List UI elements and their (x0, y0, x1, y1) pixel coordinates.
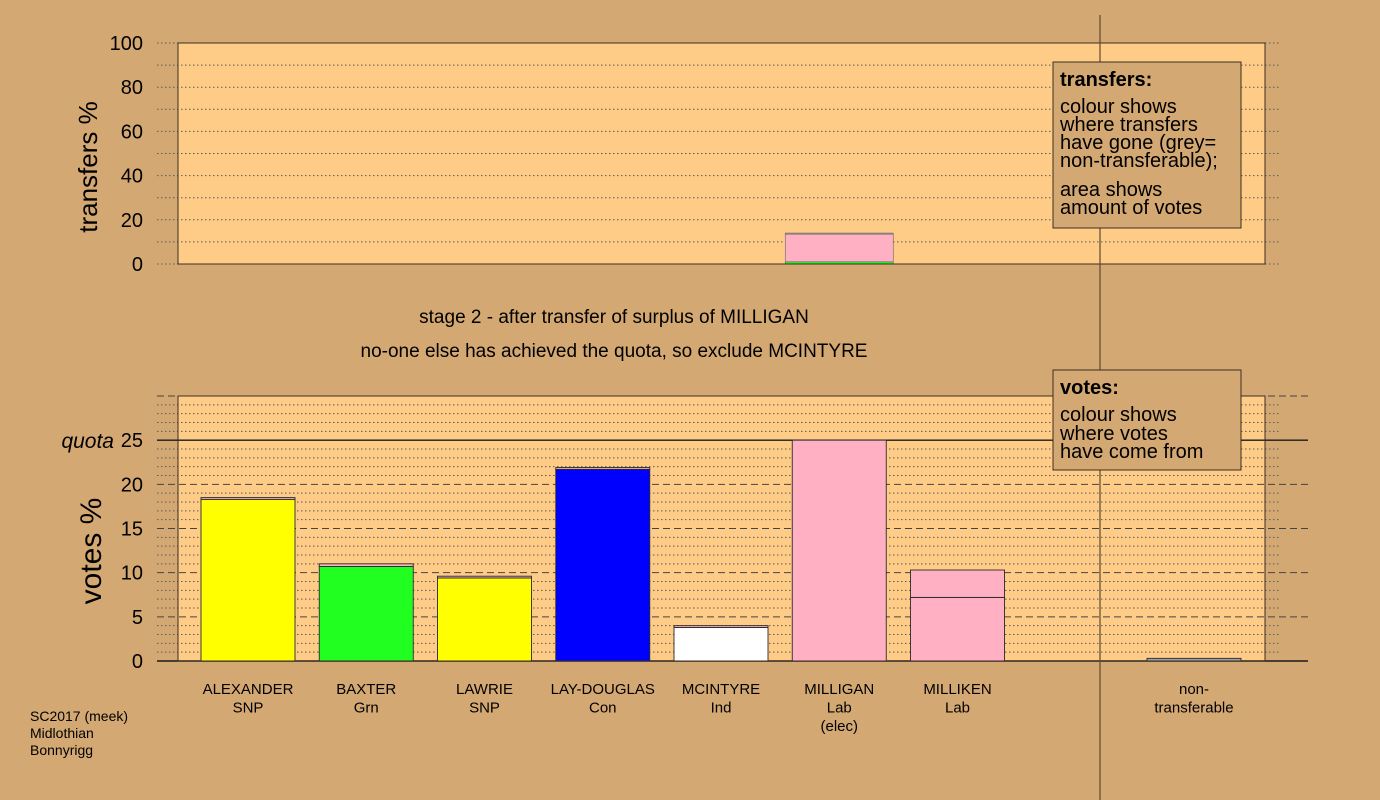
candidate-detail-label: SNP (233, 700, 264, 717)
transfers-legend-line: non-transferable); (1060, 150, 1218, 172)
vote-segment (318, 563, 414, 567)
footer-ward: Bonnyrigg (30, 742, 93, 758)
candidate-name-label: MILLIGAN (804, 681, 874, 698)
candidate-bar (318, 563, 414, 662)
candidate-bar (437, 575, 532, 662)
stage-note: no-one else has achieved the quota, so e… (361, 341, 868, 362)
transfers-legend-line: amount of votes (1060, 197, 1202, 219)
vote-segment (791, 439, 887, 662)
candidate-name-label: LAY-DOUGLAS (551, 681, 655, 698)
votes-y-tick-label: 15 (121, 519, 143, 541)
vote-segment (910, 596, 1005, 662)
transfers-y-tick-label: 40 (121, 166, 143, 188)
transfers-legend-line: where transfers (1059, 114, 1198, 136)
candidate-bar (200, 497, 296, 662)
candidate-detail-label: Lab (827, 700, 852, 717)
footer-election: SC2017 (meek) (30, 708, 128, 724)
candidate-name-label: non- (1179, 681, 1209, 698)
candidate-bar (555, 467, 651, 662)
candidate-name-label: BAXTER (336, 681, 396, 698)
votes-legend-line: where votes (1059, 423, 1168, 445)
candidate-labels: ALEXANDER SNP BAXTER Grn LAWRIE SNP LAY-DOUGLA… (203, 681, 1234, 735)
votes-legend-line: have come from (1060, 441, 1203, 463)
candidate-detail-label: transferable (1154, 700, 1233, 717)
transfers-bars (784, 232, 894, 265)
transfers-y-tick-label: 80 (121, 77, 143, 99)
vote-segment (555, 468, 651, 662)
candidate-detail-label: (elec) (820, 718, 858, 735)
vote-segment (200, 498, 296, 662)
candidate-name-label: MILLIKEN (923, 681, 991, 698)
vote-segment (673, 626, 769, 662)
votes-y-tick-label: 0 (132, 651, 143, 673)
footer-council: Midlothian (30, 725, 94, 741)
vote-segment (200, 497, 296, 500)
votes-legend-title: votes: (1060, 377, 1119, 399)
candidate-name-label: ALEXANDER (203, 681, 294, 698)
votes-legend-line: colour shows (1060, 404, 1177, 426)
footer-info: SC2017 (meek) Midlothian Bonnyrigg (30, 708, 128, 758)
quota-label: quota (61, 430, 114, 453)
transfers-legend-line: area shows (1060, 179, 1162, 201)
transfers-y-tick-label: 60 (121, 121, 143, 143)
candidate-detail-label: Con (589, 700, 617, 717)
votes-plot-frame (177, 395, 1266, 662)
stage-title: stage 2 - after transfer of surplus of M… (419, 307, 809, 328)
transfers-plot-frame (177, 42, 1266, 265)
votes-y-tick-label: 20 (121, 474, 143, 496)
transfers-y-tick-label: 20 (121, 210, 143, 232)
vote-segment (437, 575, 532, 579)
transfers-y-tick-label: 0 (132, 254, 143, 276)
candidate-bar (791, 439, 887, 662)
vote-segment (318, 566, 414, 662)
votes-y-tick-label: 5 (132, 607, 143, 629)
transfers-legend-box (1052, 61, 1242, 229)
candidate-bar (910, 569, 1005, 662)
vote-segment (555, 467, 651, 470)
votes-legend: votes: colour shows where votes have com… (1052, 369, 1242, 471)
candidate-detail-label: SNP (469, 700, 500, 717)
transfer-segment (784, 232, 894, 235)
votes-bars (200, 439, 1242, 662)
candidate-detail-label: Grn (354, 700, 379, 717)
candidate-name-label: MCINTYRE (682, 681, 760, 698)
transfers-axis-title: transfers % (73, 101, 103, 233)
votes-y-ticks: 0 5 10 15 20 25 (121, 430, 143, 673)
candidate-detail-label: Lab (945, 700, 970, 717)
vote-segment (437, 577, 532, 662)
votes-axis-title: votes % (75, 498, 108, 605)
candidate-bar (673, 625, 769, 662)
vote-segment (673, 625, 769, 628)
transfers-y-tick-label: 100 (110, 33, 143, 55)
transfers-legend-title: transfers: (1060, 69, 1152, 91)
transfers-legend: transfers: colour shows where transfers … (1052, 61, 1242, 229)
votes-y-tick-label: 10 (121, 563, 143, 585)
votes-y-tick-label: 25 (121, 430, 143, 452)
transfers-legend-line: have gone (grey= (1060, 132, 1216, 154)
votes-legend-box (1052, 369, 1242, 471)
transfer-segment (784, 233, 894, 263)
candidate-detail-label: Ind (711, 700, 732, 717)
vote-segment (910, 569, 1005, 598)
candidate-name-label: LAWRIE (456, 681, 513, 698)
transfers-legend-line: colour shows (1060, 96, 1177, 118)
transfers-y-ticks: 0 20 40 60 80 100 (110, 33, 143, 276)
